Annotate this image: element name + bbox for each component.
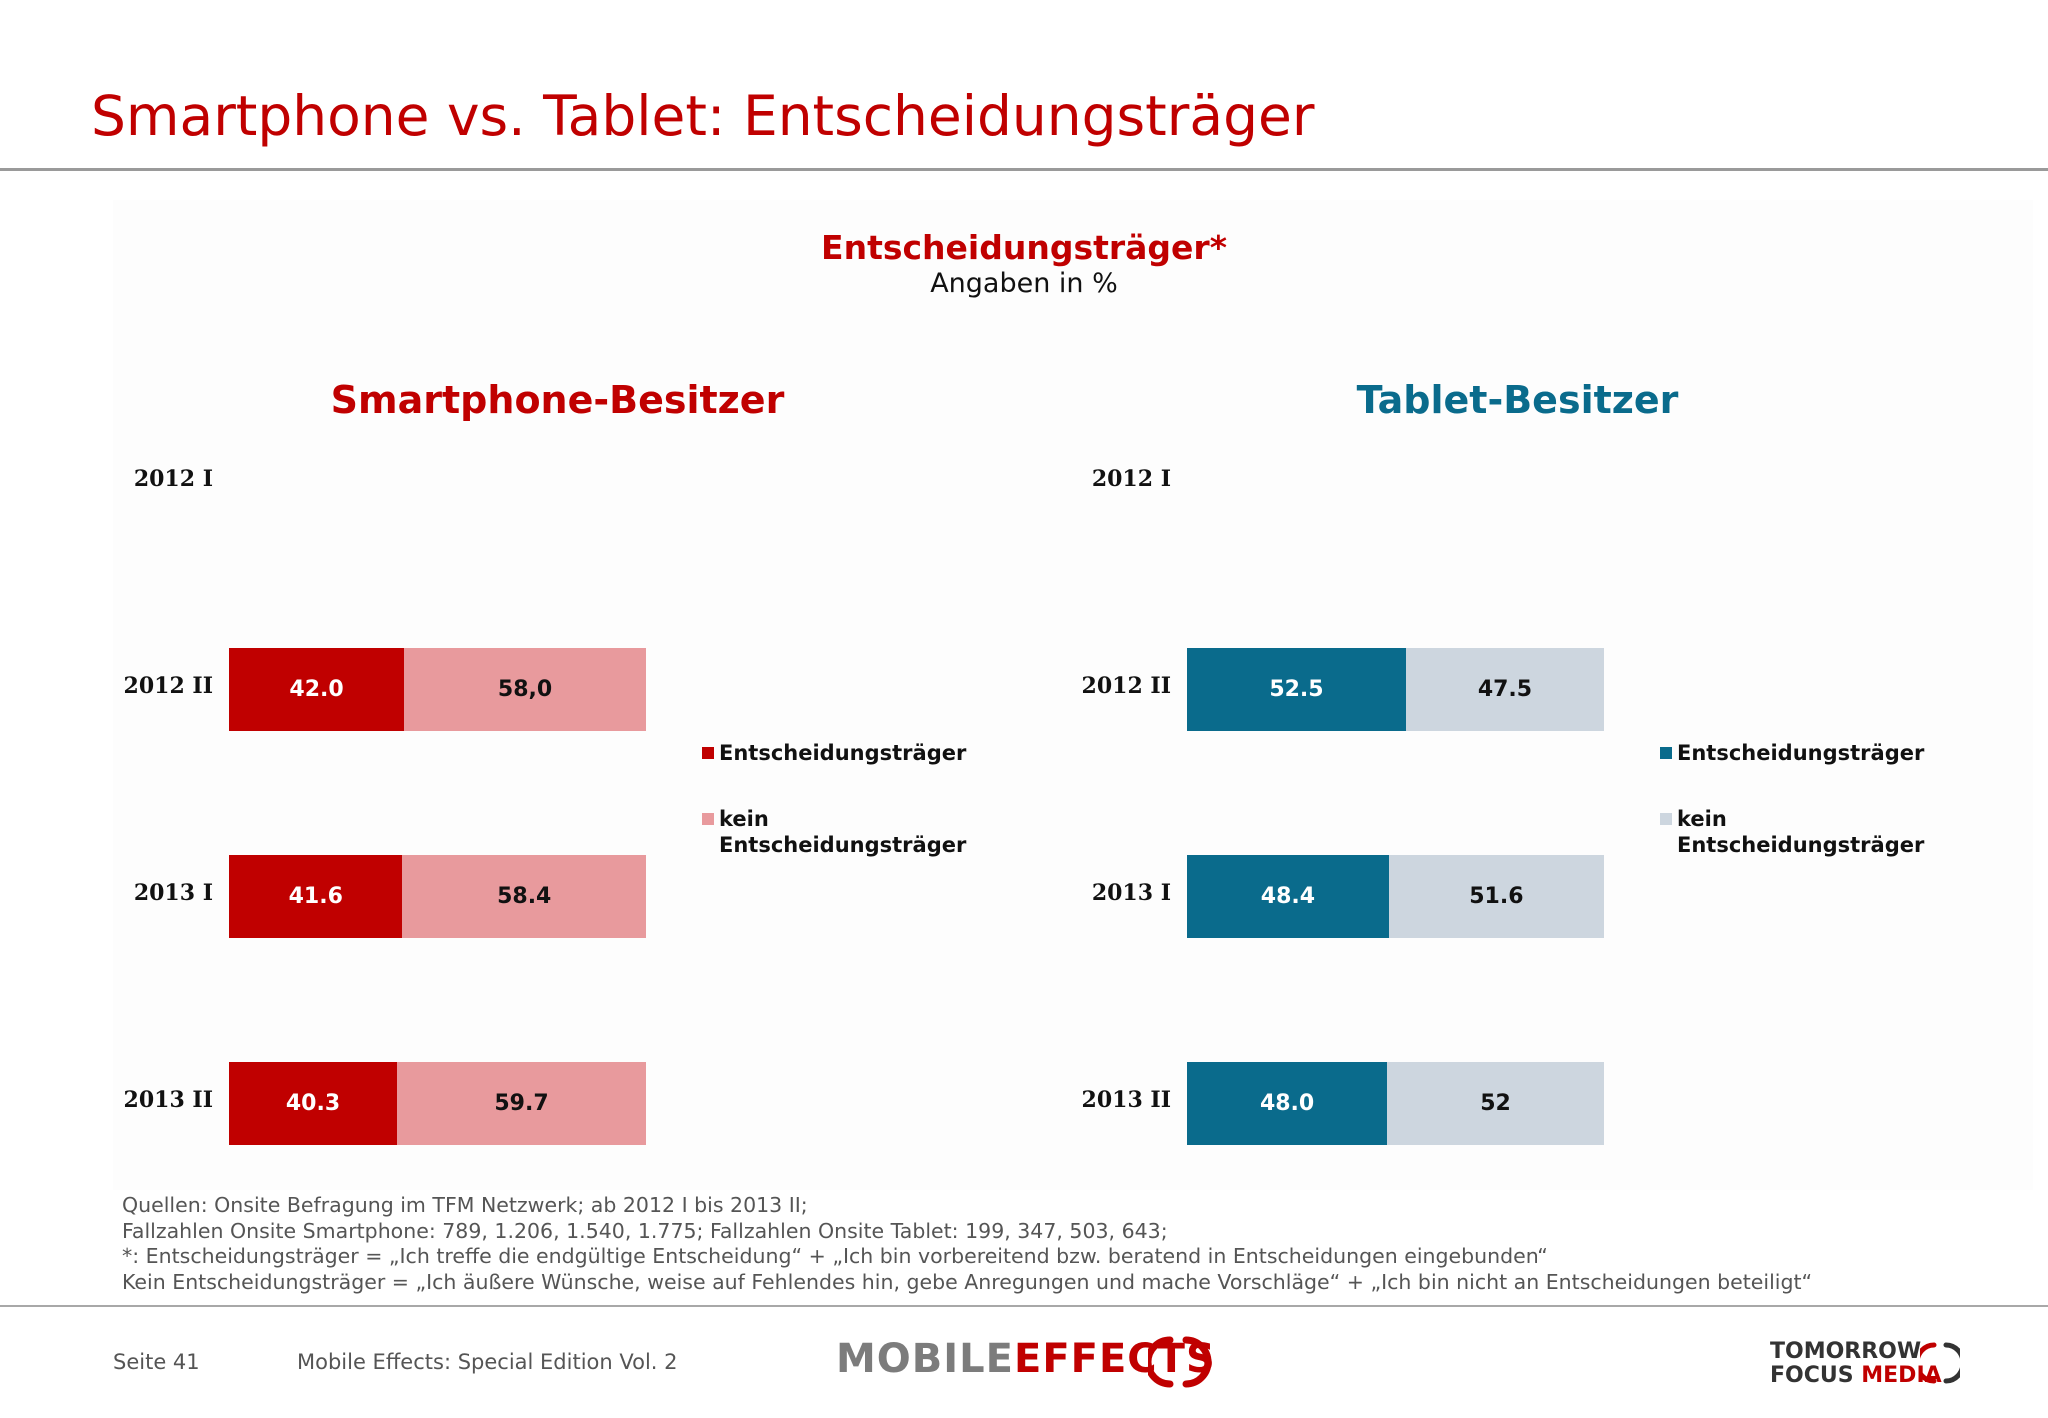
logo-text-effects: EFFECTS (1014, 1336, 1216, 1382)
data-label: 58,0 (497, 676, 553, 702)
publication-name: Mobile Effects: Special Edition Vol. 2 (297, 1350, 678, 1374)
bar-segment: 52 (1387, 1061, 1604, 1145)
category-label: 2012 II (123, 673, 213, 699)
logo-text-mobile: MOBILE (836, 1336, 1014, 1382)
mobile-effects-logo-mark-icon (1148, 1336, 1212, 1388)
legend-label: kein (1677, 807, 1727, 831)
source-line: Quellen: Onsite Befragung im TFM Netzwer… (122, 1193, 808, 1217)
data-label: 47.5 (1477, 676, 1533, 702)
chart-subtitle: Angaben in % (930, 268, 1118, 299)
tomorrow-focus-media-logo-mark-icon (1920, 1342, 1960, 1384)
source-line: Fallzahlen Onsite Smartphone: 789, 1.206… (122, 1218, 1168, 1243)
category-label: 2013 I (133, 880, 213, 906)
category-label: 2012 I (133, 466, 213, 492)
legend-label: Entscheidungsträger (719, 833, 967, 857)
chart-title: Entscheidungsträger* (821, 228, 1227, 267)
tablet-panel-title: Tablet-Besitzer (1356, 378, 1679, 422)
source-line: Kein Entscheidungsträger = „Ich äußere W… (122, 1269, 1813, 1294)
data-label: 41.6 (288, 883, 343, 909)
legend-swatch-decider (1660, 747, 1672, 759)
bar-segment: 48.0 (1187, 1061, 1388, 1145)
data-label: 40.3 (285, 1090, 341, 1116)
category-label: 2012 II (1081, 673, 1171, 699)
data-label: 48.0 (1259, 1090, 1315, 1116)
legend-swatch-non-decider (1660, 813, 1672, 825)
logo-text-media: MEDIA (1861, 1363, 1942, 1388)
footer-divider (0, 1305, 2048, 1307)
bar-segment: 48.4 (1187, 854, 1389, 938)
bar-segment: 58.4 (402, 854, 646, 938)
data-label: 51.6 (1469, 883, 1524, 909)
data-label: 42.0 (289, 676, 344, 702)
source-line: *: Entscheidungsträger = „Ich treffe die… (122, 1244, 1548, 1268)
page-number: Seite 41 (113, 1350, 200, 1374)
sources-note: Quellen: Onsite Befragung im TFM Netzwer… (122, 1193, 2022, 1295)
data-label: 52 (1480, 1090, 1511, 1116)
smartphone-chart: 2012 I 2012 II 42.0 58,0 2013 I 41.6 58.4 2013 … (45, 450, 995, 1190)
category-label: 2013 I (1091, 880, 1171, 906)
category-label: 2012 I (1091, 466, 1171, 492)
bar-segment: 42.0 (229, 647, 405, 731)
header-divider (0, 168, 2048, 171)
logo-text-focus: FOCUS (1770, 1363, 1854, 1388)
legend-label: Entscheidungsträger (1677, 741, 1925, 765)
bar-segment: 59.7 (397, 1061, 646, 1145)
legend-swatch-decider (702, 747, 714, 759)
bar-segment: 51.6 (1388, 854, 1604, 938)
data-label: 59.7 (494, 1090, 549, 1116)
bar-segment: 40.3 (229, 1061, 398, 1145)
legend-swatch-non-decider (702, 813, 714, 825)
bar-segment: 47.5 (1405, 647, 1604, 731)
tablet-legend: Entscheidungsträger kein Entscheidungstr… (1660, 740, 1960, 860)
bar-segment: 58,0 (404, 647, 646, 731)
legend-label: kein (719, 807, 769, 831)
smartphone-panel-title: Smartphone-Besitzer (330, 378, 785, 422)
data-label: 48.4 (1260, 883, 1316, 909)
mobile-effects-logo: MOBILEEFFECTS (836, 1336, 1216, 1382)
legend-label: Entscheidungsträger (1677, 833, 1925, 857)
category-label: 2013 II (1081, 1087, 1171, 1113)
category-label: 2013 II (123, 1087, 213, 1113)
data-label: 58.4 (497, 883, 552, 909)
legend-label: Entscheidungsträger (719, 741, 967, 765)
tomorrow-focus-media-logo: TOMORROW FOCUS MEDIA (1770, 1340, 1942, 1388)
tablet-chart: 2012 I 2012 II 52.5 47.5 2013 I 48.4 51.6 2013 … (1003, 450, 1953, 1190)
bar-segment: 41.6 (229, 854, 403, 938)
bar-segment: 52.5 (1187, 647, 1406, 731)
page-title: Smartphone vs. Tablet: Entscheidungsträg… (91, 84, 1315, 148)
logo-text-tomorrow: TOMORROW (1770, 1339, 1922, 1364)
smartphone-legend: Entscheidungsträger kein Entscheidungstr… (702, 740, 1002, 860)
data-label: 52.5 (1269, 676, 1324, 702)
